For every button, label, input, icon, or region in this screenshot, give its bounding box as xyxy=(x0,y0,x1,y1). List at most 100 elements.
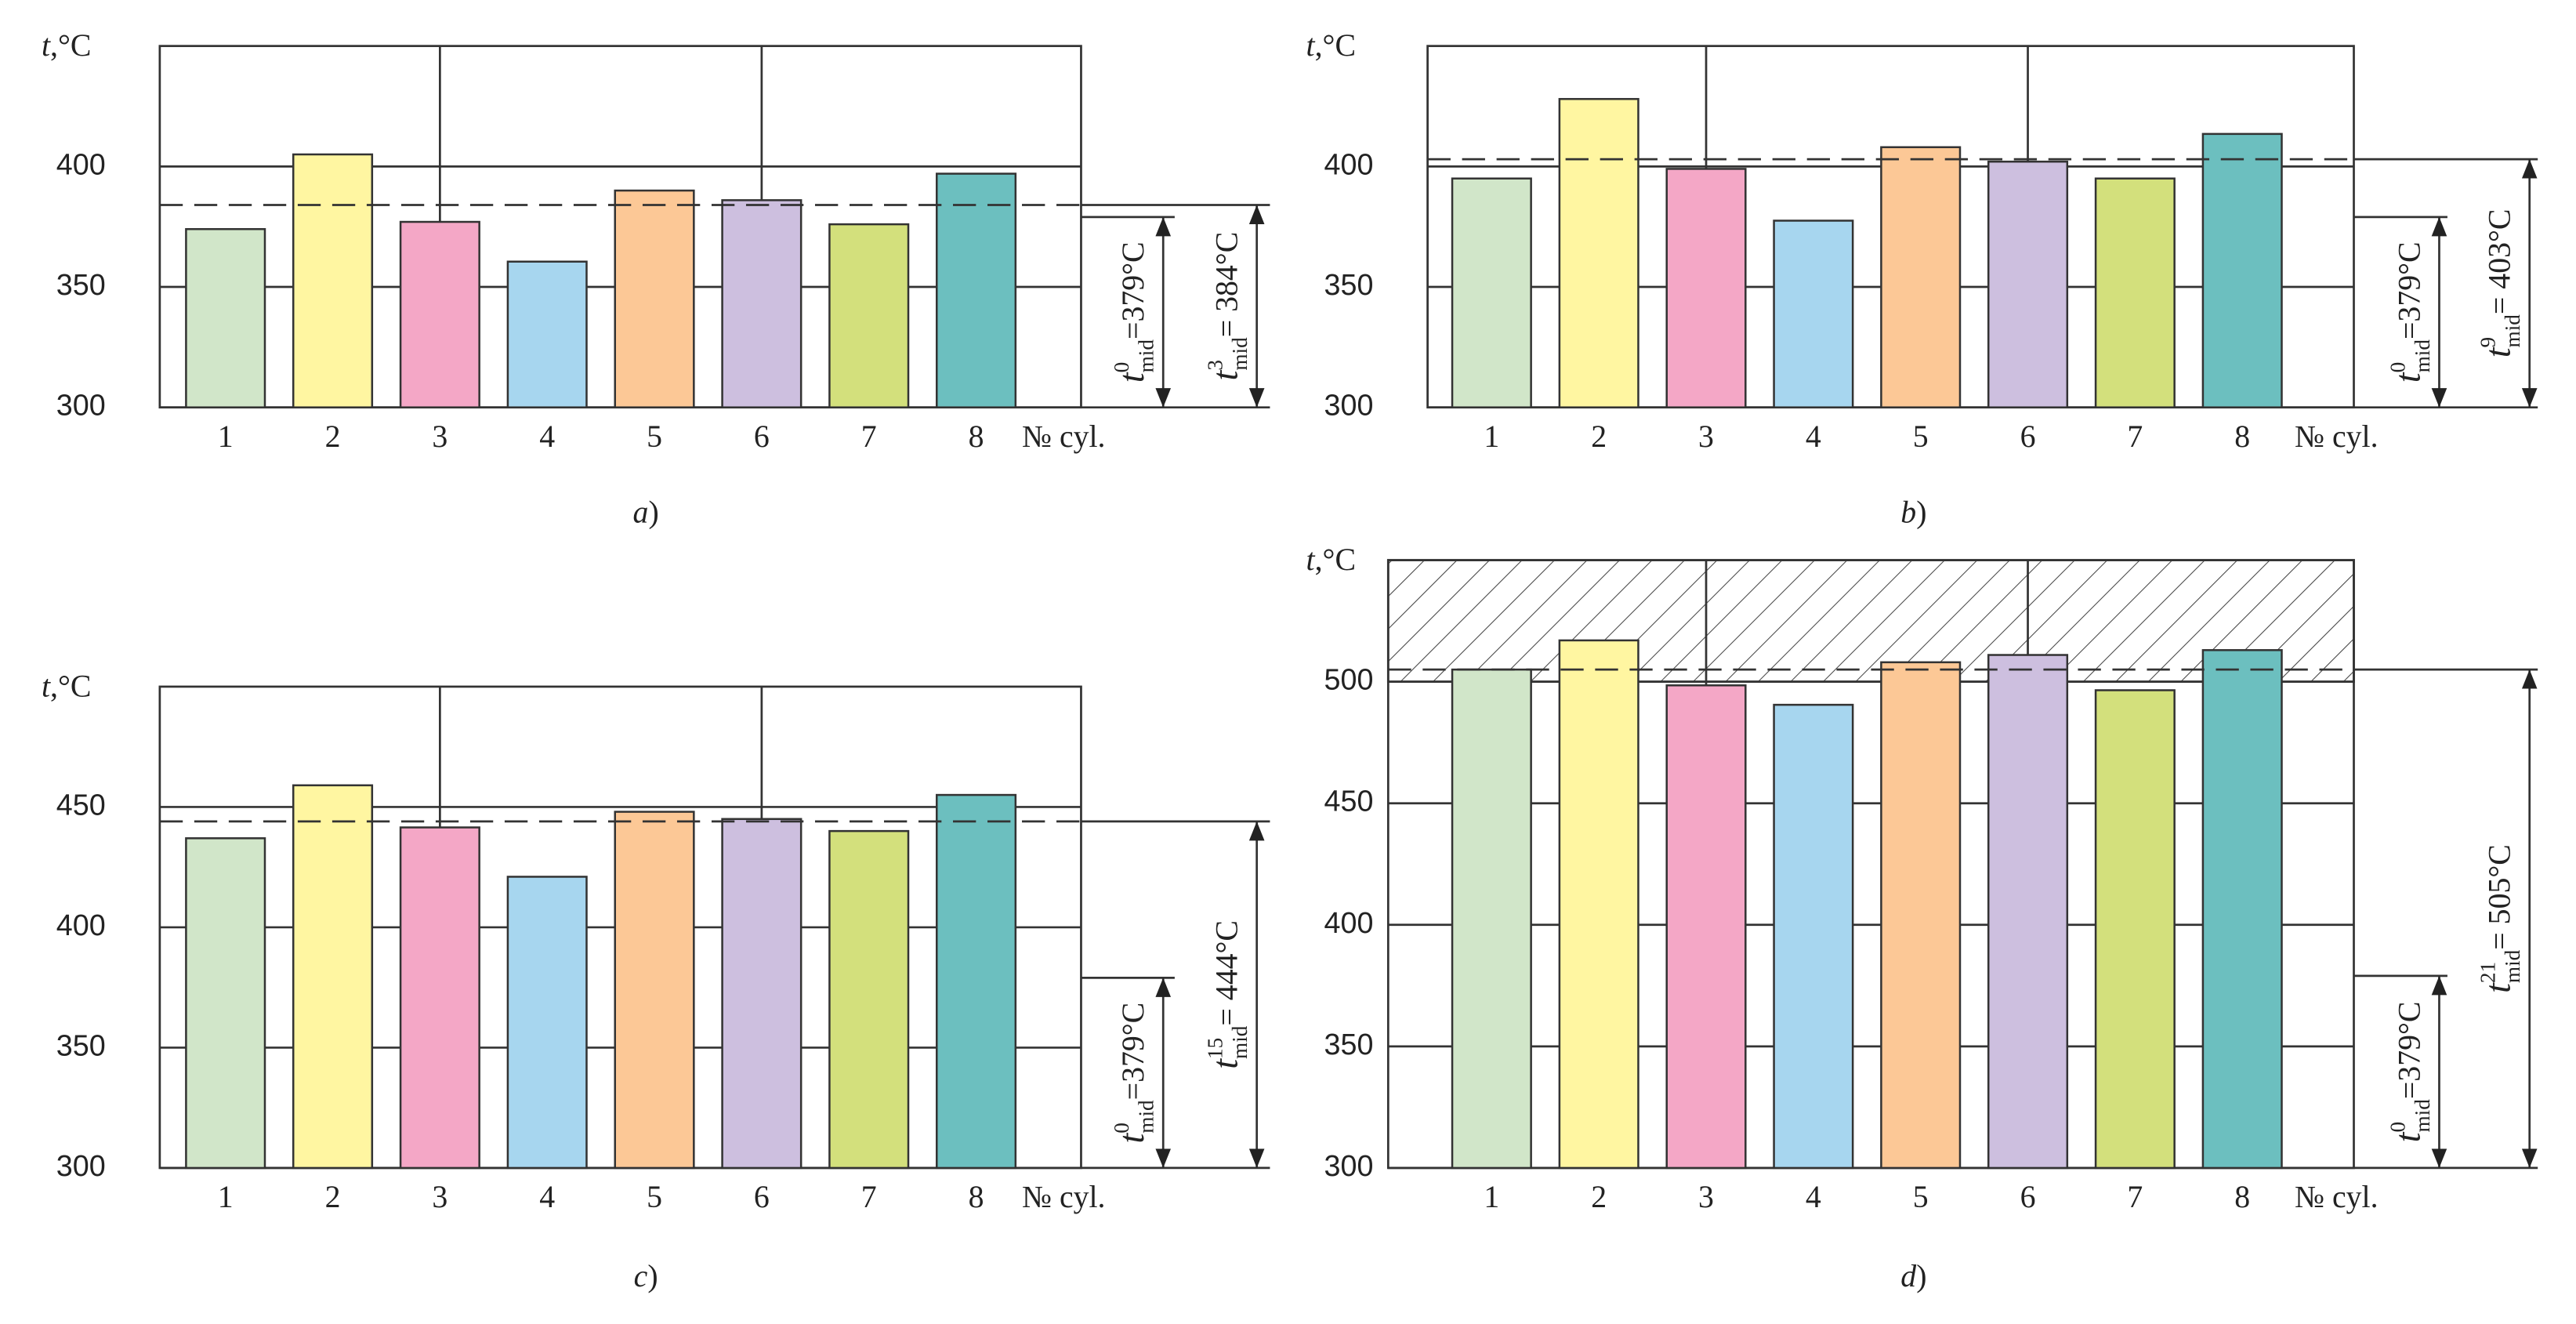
y-axis-label-var: t xyxy=(42,28,51,63)
annotation-sup: 0 xyxy=(1110,1123,1133,1134)
x-tick-label: 1 xyxy=(1484,1180,1499,1214)
x-tick-label: 4 xyxy=(1806,1180,1821,1214)
annotation-sub: mid xyxy=(2411,339,2434,373)
annotation: t0mid=379°C xyxy=(2386,1002,2433,1143)
x-tick-label: 5 xyxy=(1913,1180,1929,1214)
annotation-var: t xyxy=(1205,1058,1245,1069)
annotation-var: t xyxy=(2478,346,2518,357)
y-tick-label: 400 xyxy=(56,909,106,941)
panel-letter: b xyxy=(1900,495,1916,529)
x-axis-label: № cyl. xyxy=(1022,1180,1106,1214)
panel-paren: ) xyxy=(648,495,658,529)
y-axis-label-unit: ,°C xyxy=(50,669,91,704)
annotation-var: t xyxy=(1111,372,1151,383)
y-tick-label: 450 xyxy=(1324,785,1374,818)
y-tick-label: 400 xyxy=(1324,906,1374,939)
x-tick-label: 6 xyxy=(754,419,770,454)
panel-letter: d xyxy=(1900,1259,1916,1293)
annotation-sup: 3 xyxy=(1204,360,1227,371)
bar xyxy=(1987,160,2069,408)
annotation-text: =379°C xyxy=(1116,241,1150,339)
annotation-var: t xyxy=(2478,982,2518,993)
y-tick-label: 350 xyxy=(1324,1028,1374,1061)
x-tick-label: 6 xyxy=(2020,419,2036,454)
annotation: t15mid= 444°C xyxy=(1204,920,1252,1069)
annotation-text: =379°C xyxy=(2392,241,2426,339)
x-tick-label: 5 xyxy=(647,1180,662,1214)
annotation: t0mid=379°C xyxy=(2386,241,2433,383)
x-tick-label: 2 xyxy=(325,1180,341,1214)
x-axis-label: № cyl. xyxy=(1022,419,1106,454)
annotation-sup: 21 xyxy=(2476,962,2500,983)
panel-letter: c xyxy=(634,1259,648,1293)
bar xyxy=(828,829,910,1170)
annotation-sup: 0 xyxy=(2386,362,2409,373)
y-tick-label: 350 xyxy=(1324,268,1374,301)
bar xyxy=(1880,661,1962,1170)
x-tick-label: 7 xyxy=(2127,419,2143,454)
x-tick-label: 3 xyxy=(432,1180,447,1214)
annotation-sub: mid xyxy=(1228,1025,1252,1059)
panel-paren: ) xyxy=(1916,495,1926,529)
annotation: t21mid= 505°C xyxy=(2476,844,2524,993)
x-tick-label: 4 xyxy=(1806,419,1821,454)
panel-letter: a xyxy=(633,495,649,529)
x-tick-label: 8 xyxy=(2234,1180,2250,1214)
x-tick-label: 2 xyxy=(1591,419,1607,454)
panel-paren: ) xyxy=(1916,1259,1926,1293)
annotation-var: t xyxy=(2387,372,2427,383)
x-tick-label: 3 xyxy=(1698,1180,1714,1214)
x-tick-label: 1 xyxy=(218,419,234,454)
y-tick-label: 350 xyxy=(56,268,106,301)
annotation-sup: 9 xyxy=(2476,337,2500,348)
x-tick-label: 4 xyxy=(539,419,555,454)
y-axis-label-var: t xyxy=(42,669,51,704)
annotation: t0mid=379°C xyxy=(1110,1003,1158,1144)
bar xyxy=(2094,177,2176,408)
x-axis-label: № cyl. xyxy=(2295,419,2379,454)
annotation: t9mid= 403°C xyxy=(2476,209,2524,358)
bar xyxy=(614,811,695,1170)
annotation-sub: mid xyxy=(1135,1100,1158,1134)
y-axis-label-var: t xyxy=(1306,28,1316,63)
bar xyxy=(1880,146,1962,408)
x-tick-label: 6 xyxy=(754,1180,770,1214)
y-axis-label-unit: ,°C xyxy=(50,28,91,63)
annotation-text: = 384°C xyxy=(1210,232,1245,338)
x-axis-label: № cyl. xyxy=(2295,1180,2379,1214)
bar xyxy=(185,837,266,1170)
panel-caption: c) xyxy=(634,1259,658,1293)
panel-caption: d) xyxy=(1900,1259,1926,1293)
annotation-text: =379°C xyxy=(2392,1002,2426,1100)
annotation-text: = 403°C xyxy=(2483,209,2517,315)
y-tick-label: 300 xyxy=(56,389,106,422)
x-tick-label: 1 xyxy=(218,1180,234,1214)
x-tick-label: 4 xyxy=(539,1180,555,1214)
x-tick-label: 7 xyxy=(2127,1180,2143,1214)
annotation-var: t xyxy=(1205,369,1245,380)
annotation-sup: 0 xyxy=(1110,362,1133,373)
x-tick-label: 8 xyxy=(2234,419,2250,454)
annotation-sub: mid xyxy=(2501,949,2524,983)
bar xyxy=(1558,98,1639,408)
bar xyxy=(292,153,374,408)
x-tick-label: 8 xyxy=(969,419,984,454)
annotation-sup: 0 xyxy=(2386,1122,2409,1133)
x-tick-label: 7 xyxy=(861,419,877,454)
bar xyxy=(936,793,1017,1170)
bar xyxy=(721,818,803,1170)
annotation-sub: mid xyxy=(1228,337,1252,371)
annotation-text: = 505°C xyxy=(2483,844,2517,950)
y-axis-label: t,°C xyxy=(1306,542,1356,577)
bar xyxy=(1558,639,1639,1170)
y-tick-label: 450 xyxy=(56,788,106,821)
bar xyxy=(185,227,266,408)
bar xyxy=(1451,668,1532,1170)
annotation-var: t xyxy=(1111,1133,1151,1144)
x-tick-label: 3 xyxy=(1698,419,1714,454)
x-tick-label: 7 xyxy=(861,1180,877,1214)
bar xyxy=(721,199,803,408)
bar xyxy=(2201,132,2283,408)
panel-paren: ) xyxy=(647,1259,658,1293)
